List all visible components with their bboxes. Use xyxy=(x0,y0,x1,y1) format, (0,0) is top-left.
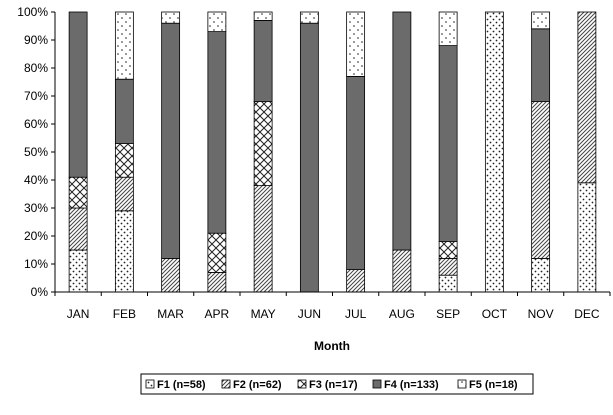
bar-segment-may-f4 xyxy=(253,19,273,102)
bar-segment-sep-f1 xyxy=(438,274,458,293)
legend: F1 (n=58) F2 (n=62) F3 (n=17) F4 (n=133) F5 … xyxy=(140,373,534,395)
bar-segment-may-f5 xyxy=(253,11,273,21)
bar-stack-may xyxy=(253,11,273,293)
bar-segment-apr-f4 xyxy=(207,31,227,234)
y-axis: 0% 10% 20% 30% 40% 50% 60% 70% 80% 90% 100% xyxy=(17,5,56,299)
bar-segment-nov-f5 xyxy=(531,11,551,30)
bar-segment-nov-f2 xyxy=(531,101,551,259)
bar-segment-dec-f1 xyxy=(577,182,597,293)
bar-segment-aug-f4 xyxy=(392,11,412,251)
x-tick-label-nov: NOV xyxy=(528,307,554,321)
bar-stack-jul xyxy=(346,11,366,293)
legend-box xyxy=(140,373,534,395)
bar-stack-feb xyxy=(114,11,134,293)
plot-area xyxy=(68,11,597,293)
bar-stack-jun xyxy=(299,11,319,293)
y-tick-label: 100% xyxy=(17,5,48,19)
bar-segment-apr-f5 xyxy=(207,11,227,33)
bar-segment-sep-f2 xyxy=(438,257,458,276)
legend-label-f2: F2 (n=62) xyxy=(233,379,282,391)
x-tick-label-jul: JUL xyxy=(345,307,367,321)
legend-swatch-f3 xyxy=(297,379,307,389)
bar-segment-dec-f2 xyxy=(577,11,597,184)
bar-segment-feb-f4 xyxy=(114,78,134,144)
bar-segment-jul-f5 xyxy=(346,11,366,77)
bar-stack-mar xyxy=(161,11,181,293)
bar-segment-feb-f5 xyxy=(114,11,134,80)
bar-segment-nov-f1 xyxy=(531,257,551,293)
legend-label-f4: F4 (n=133) xyxy=(384,379,439,391)
bar-segment-mar-f2 xyxy=(161,257,181,293)
y-tick-label: 20% xyxy=(24,229,48,243)
x-tick-label-mar: MAR xyxy=(157,307,184,321)
y-tick-label: 30% xyxy=(24,201,48,215)
y-tick-label: 10% xyxy=(24,257,48,271)
y-tick-label: 80% xyxy=(24,61,48,75)
bar-segment-feb-f3 xyxy=(114,143,134,178)
legend-label-f5: F5 (n=18) xyxy=(469,379,518,391)
bar-segment-apr-f2 xyxy=(207,271,227,293)
legend-label-f1: F1 (n=58) xyxy=(157,379,206,391)
bar-segment-aug-f2 xyxy=(392,249,412,293)
x-tick-label-dec: DEC xyxy=(574,307,600,321)
bar-segment-jan-f1 xyxy=(68,249,88,293)
bar-segment-may-f2 xyxy=(253,185,273,293)
x-tick-label-oct: OCT xyxy=(482,307,508,321)
y-tick-label: 90% xyxy=(24,33,48,47)
bar-segment-jan-f2 xyxy=(68,207,88,251)
x-axis-title: Month xyxy=(314,339,350,353)
bar-segment-sep-f5 xyxy=(438,11,458,46)
bar-segment-jun-f4 xyxy=(299,22,319,293)
bar-segment-nov-f4 xyxy=(531,28,551,103)
bar-segment-sep-f3 xyxy=(438,241,458,259)
bar-segment-mar-f4 xyxy=(161,22,181,259)
bar-segment-jul-f4 xyxy=(346,76,366,270)
legend-swatch-f5 xyxy=(457,379,467,389)
legend-swatch-f2 xyxy=(221,379,231,389)
x-tick-label-sep: SEP xyxy=(436,307,460,321)
y-tick-label: 40% xyxy=(24,173,48,187)
bar-stack-dec xyxy=(577,11,597,293)
bar-segment-apr-f3 xyxy=(207,232,227,273)
bar-segment-feb-f2 xyxy=(114,176,134,212)
bar-stack-nov xyxy=(531,11,551,293)
bar-segment-mar-f5 xyxy=(161,11,181,24)
bar-stack-oct xyxy=(484,11,504,293)
bar-segment-sep-f4 xyxy=(438,45,458,242)
bar-stack-apr xyxy=(207,11,227,293)
x-tick-label-apr: APR xyxy=(205,307,230,321)
bar-segment-jun-f5 xyxy=(299,11,319,24)
y-tick-label: 50% xyxy=(24,145,48,159)
x-tick-label-aug: AUG xyxy=(389,307,415,321)
x-tick-label-may: MAY xyxy=(251,307,276,321)
bar-segment-may-f3 xyxy=(253,101,273,186)
x-axis: JAN FEB MAR APR MAY JUN JUL AUG SEP OCT NOV DEC xyxy=(54,291,611,321)
y-tick-label: 60% xyxy=(24,117,48,131)
legend-swatch-f4 xyxy=(372,379,382,389)
bar-segment-oct-f1 xyxy=(484,11,504,293)
y-tick-label: 70% xyxy=(24,89,48,103)
bar-segment-jul-f2 xyxy=(346,269,366,293)
bar-stack-sep xyxy=(438,11,458,293)
x-tick-label-feb: FEB xyxy=(113,307,136,321)
legend-swatch-f1 xyxy=(145,379,155,389)
x-tick-label-jun: JUN xyxy=(298,307,321,321)
bar-stack-aug xyxy=(392,11,412,293)
bar-segment-jan-f4 xyxy=(68,11,88,178)
x-tick-label-jan: JAN xyxy=(67,307,90,321)
legend-label-f3: F3 (n=17) xyxy=(309,379,358,391)
bar-segment-jan-f3 xyxy=(68,176,88,209)
y-tick-label: 0% xyxy=(31,285,49,299)
bar-stack-jan xyxy=(68,11,88,293)
bar-segment-feb-f1 xyxy=(114,210,134,293)
